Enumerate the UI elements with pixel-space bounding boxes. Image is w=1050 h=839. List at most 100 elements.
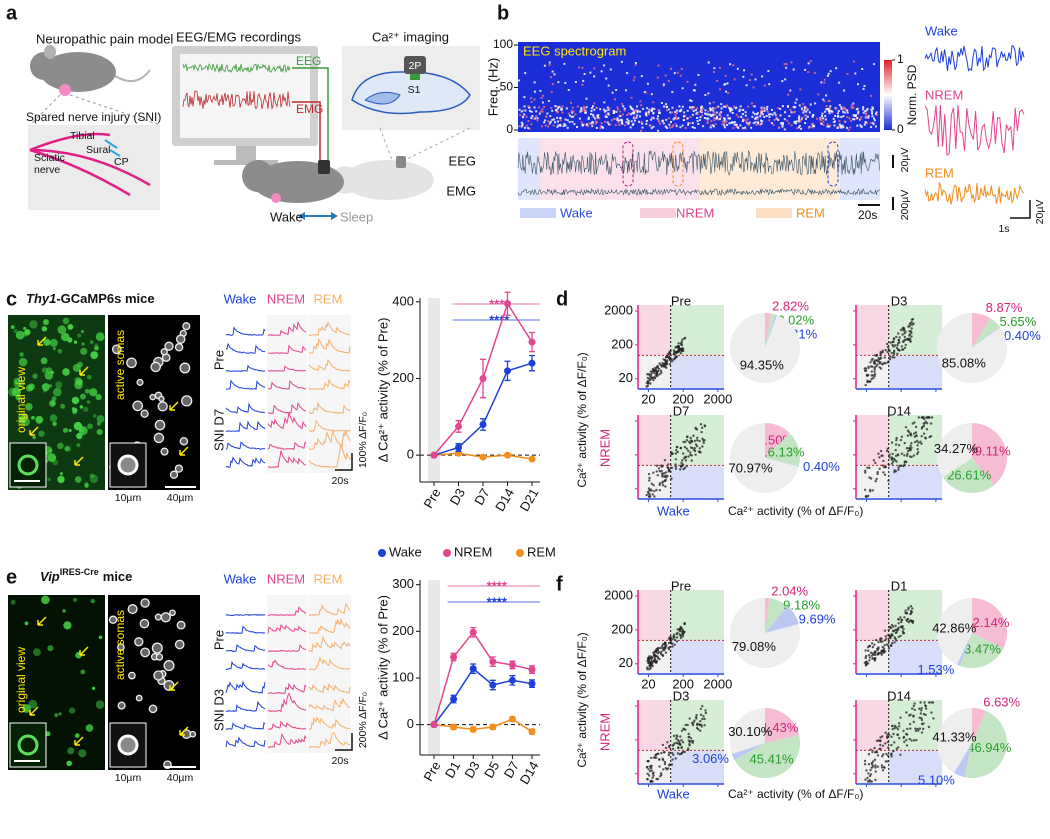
scatter-point — [927, 725, 931, 729]
cell — [13, 380, 22, 388]
tail — [111, 69, 151, 82]
cell — [68, 428, 72, 433]
spectrogram-pixel — [793, 120, 796, 123]
scatter-point — [873, 361, 876, 365]
spectrogram-pixel — [641, 126, 644, 129]
spectrogram-pixel — [624, 124, 627, 127]
plot-title: D3 — [891, 293, 908, 308]
spectrogram-pixel — [809, 103, 812, 106]
scatter-point — [873, 659, 877, 662]
state-label: REM — [314, 291, 343, 306]
scatter-point — [924, 707, 928, 710]
spectrogram-pixel — [712, 101, 715, 104]
spectrogram-pixel — [783, 128, 786, 131]
scatter-point — [896, 728, 900, 731]
inset-cell — [117, 454, 139, 476]
quadrant — [888, 355, 942, 389]
scatter-point — [907, 621, 910, 624]
spectrogram-pixel — [696, 117, 699, 119]
spectrogram-pixel — [593, 75, 596, 78]
spectrogram-pixel — [737, 115, 740, 118]
spectrogram-pixel — [719, 118, 721, 121]
cell — [57, 442, 64, 450]
scatter-point — [922, 432, 926, 435]
cell — [55, 381, 63, 389]
spectrogram-pixel — [632, 79, 635, 82]
spectrogram-pixel — [662, 122, 665, 125]
scatter-point — [864, 778, 867, 781]
spectrogram-pixel — [539, 110, 542, 113]
spectrogram-pixel — [581, 83, 584, 86]
pie-slice — [937, 423, 972, 478]
spectrogram-pixel — [627, 121, 630, 124]
scatter-point — [667, 767, 670, 770]
scatter-point — [648, 770, 652, 773]
calcium-trace — [225, 342, 266, 354]
spectrogram-pixel — [722, 117, 725, 120]
spectrogram-pixel — [657, 119, 660, 122]
label: EEG — [449, 153, 476, 168]
spectrogram-pixel — [732, 121, 735, 124]
scatter-point — [663, 365, 666, 368]
spectrogram-pixel — [551, 83, 554, 85]
scatter-point — [913, 440, 917, 444]
scatter-point — [663, 641, 667, 644]
scatter-point — [678, 740, 681, 743]
scatter-point — [674, 463, 677, 466]
scatter-point — [865, 769, 868, 772]
spectrogram-pixel — [634, 63, 637, 66]
scatter-point — [676, 628, 679, 631]
scatter-point — [665, 355, 669, 358]
cell — [95, 700, 105, 709]
scatter-point — [909, 727, 912, 730]
spectrogram-pixel — [862, 87, 865, 90]
spectrogram-pixel — [593, 67, 596, 70]
spectrogram-pixel — [743, 119, 746, 121]
soma — [163, 660, 175, 672]
spectrogram-pixel — [690, 107, 693, 110]
scatter-point — [700, 426, 704, 429]
scatter-point — [869, 768, 872, 772]
scatter-point — [688, 740, 692, 743]
scatter-point — [875, 477, 878, 481]
scatter-point — [656, 373, 659, 376]
spectrogram-pixel — [573, 123, 576, 126]
pie-label: 79.08% — [732, 639, 777, 654]
scatter-point — [660, 472, 664, 475]
spectrogram-pixel — [732, 127, 735, 129]
spectrogram-pixel — [635, 116, 638, 119]
spectrogram-pixel — [560, 109, 563, 111]
spectrogram-pixel — [581, 124, 584, 127]
spectrogram-pixel — [565, 107, 568, 110]
spectrogram-pixel — [787, 122, 790, 125]
row-label: Pre — [211, 350, 226, 370]
data-point — [450, 653, 458, 661]
spectrogram-pixel — [810, 123, 813, 126]
quadrant — [638, 590, 671, 641]
inset — [9, 442, 47, 488]
spectrogram-pixel — [604, 120, 607, 123]
data-point — [504, 451, 511, 459]
pie-slice — [729, 708, 765, 755]
axis-label: NREM — [597, 713, 612, 751]
spectrogram-pixel — [538, 106, 540, 109]
spectrogram-pixel — [820, 118, 823, 121]
cell — [43, 338, 51, 346]
spectrogram-pixel — [659, 122, 662, 125]
scatter-point — [658, 489, 662, 492]
spectrogram-pixel — [781, 105, 784, 108]
scatter-point — [904, 426, 908, 429]
cell — [57, 475, 65, 484]
arrow — [79, 366, 89, 376]
label: Ca²⁺ imaging — [372, 29, 449, 44]
spectrogram-pixel — [567, 112, 570, 115]
spectrogram-pixel — [580, 108, 583, 111]
colorbar — [884, 60, 892, 130]
spectrogram-pixel — [676, 71, 679, 74]
scatter-point — [897, 626, 900, 629]
scatter-point — [683, 622, 686, 626]
spectrogram-pixel — [705, 113, 708, 116]
scatter-point — [685, 465, 688, 468]
scatter-point — [680, 746, 683, 749]
spectrogram-pixel — [680, 67, 683, 70]
